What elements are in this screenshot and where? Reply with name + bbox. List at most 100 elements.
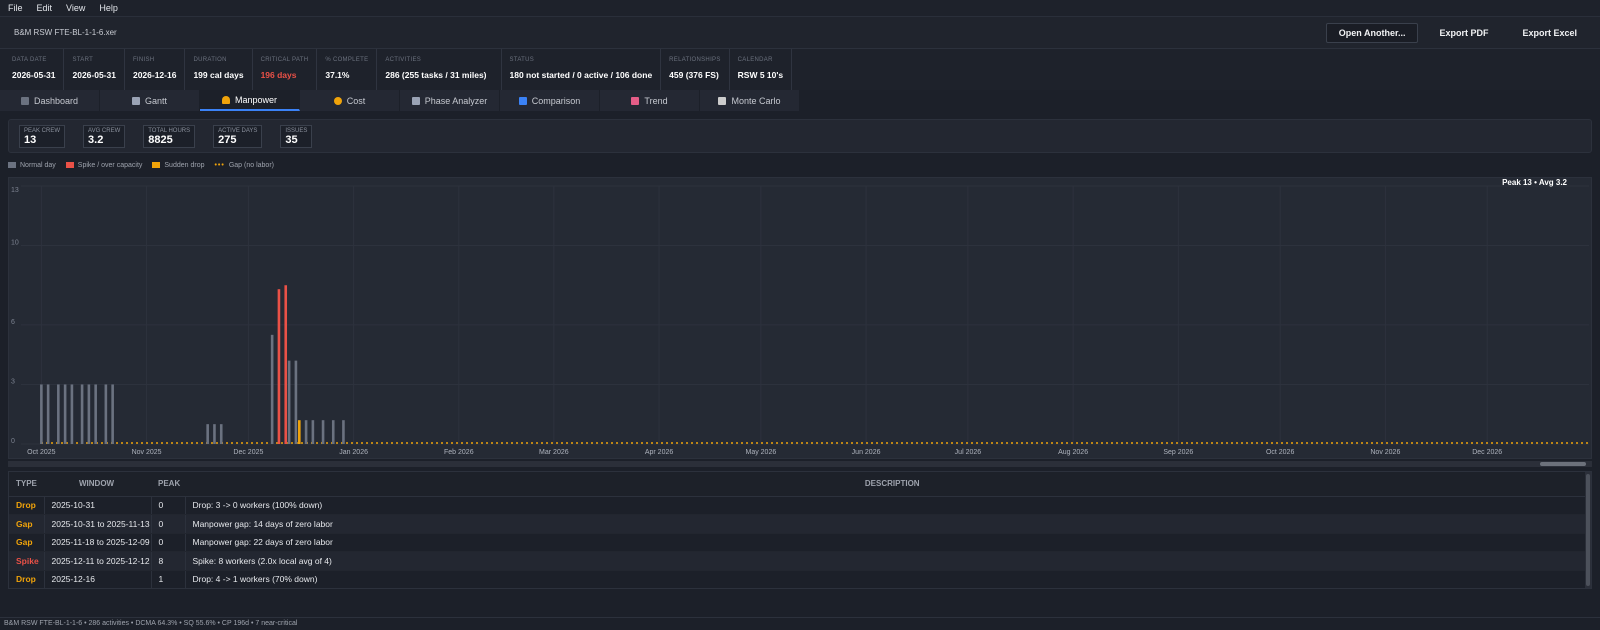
cell-type: Gap <box>9 533 45 552</box>
gantt-icon <box>131 96 140 105</box>
tab-gantt[interactable]: Gantt <box>100 90 200 111</box>
file-header: B&M RSW FTE-BL-1-1-6.xer Open Another...… <box>0 17 1600 49</box>
kpi-issues: ISSUES 35 <box>280 124 313 148</box>
table-scroll-thumb[interactable] <box>1586 474 1590 586</box>
issues-table: TYPE WINDOW PEAK DESCRIPTION Drop 2025-10… <box>8 471 1592 589</box>
chart-bar <box>94 384 97 444</box>
chart-legend: Normal day Spike / over capacity Sudden … <box>0 153 1600 177</box>
tab-manpower[interactable]: Manpower <box>200 90 300 111</box>
cell-type: Gap <box>9 514 45 534</box>
tab-trend[interactable]: Trend <box>600 90 700 111</box>
cell-window: 2025-10-31 <box>44 496 152 515</box>
kpi-active-days: ACTIVE DAYS 275 <box>213 124 263 148</box>
chart-bar <box>70 384 74 444</box>
file-name: B&M RSW FTE-BL-1-1-6.xer <box>14 28 117 37</box>
cell-peak: 1 <box>151 570 186 588</box>
legend-drop: Sudden drop <box>152 162 204 169</box>
tab-phase-analyzer[interactable]: Phase Analyzer <box>400 90 500 111</box>
kpi-peak-crew: PEAK CREW 13 <box>19 124 66 148</box>
x-tick-label: Dec 2025 <box>233 449 263 456</box>
legend-normal-swatch <box>8 161 16 168</box>
cell-window: 2025-12-11 to 2025-12-12 <box>44 551 152 571</box>
table-vertical-scrollbar[interactable] <box>1585 472 1591 588</box>
cell-window: 2025-11-18 to 2025-12-09 <box>44 533 152 552</box>
header-peak[interactable]: PEAK <box>151 472 185 497</box>
chart-horizontal-scrollbar[interactable] <box>8 461 1592 467</box>
table-row[interactable]: Drop 2025-12-16 1 Drop: 4 -> 1 workers (70%… <box>9 570 1591 588</box>
cell-type: Spike <box>9 551 45 571</box>
tab-dashboard[interactable]: Dashboard <box>0 90 100 111</box>
legend-normal: Normal day <box>8 162 56 169</box>
chart-bar <box>294 360 298 444</box>
tab-cost[interactable]: Cost <box>300 90 400 111</box>
legend-drop-swatch <box>152 161 161 168</box>
comparison-icon <box>518 96 527 105</box>
chart-bar <box>80 384 84 444</box>
tab-monte-carlo[interactable]: Monte Carlo <box>700 90 800 111</box>
chart-scroll-thumb[interactable] <box>1540 462 1586 466</box>
cell-description: Manpower gap: 22 days of zero labor <box>185 533 1591 552</box>
money-bag-icon <box>333 96 342 105</box>
legend-spike: Spike / over capacity <box>65 162 142 169</box>
x-tick-label: Nov 2026 <box>1370 449 1400 456</box>
chart-bar <box>87 384 91 444</box>
header-window[interactable]: WINDOW <box>44 472 151 497</box>
chart-bar <box>40 384 43 444</box>
manpower-chart-svg: 0 3 6 10 13 Oct 2025 Nov 2025 Dec 2025 Jan 2026 F… <box>11 185 1589 456</box>
chart-bar <box>342 420 345 444</box>
cell-description: Drop: 3 -> 0 workers (100% down) <box>185 496 1591 515</box>
menu-file[interactable]: File <box>8 3 23 13</box>
chart-bar <box>213 424 216 444</box>
chart-bar <box>277 289 281 444</box>
x-tick-label: Oct 2025 <box>27 449 56 456</box>
menu-view[interactable]: View <box>66 3 86 13</box>
header-description[interactable]: DESCRIPTION <box>185 472 1591 497</box>
x-tick-label: Jan 2026 <box>339 449 368 456</box>
chart-bar <box>111 384 114 444</box>
chart-bar <box>104 384 108 444</box>
x-tick-label: Aug 2026 <box>1058 449 1088 456</box>
info-activities: ACTIVITIES 286 (255 tasks / 31 miles) <box>377 49 502 90</box>
table-row[interactable]: Gap 2025-11-18 to 2025-12-09 0 Manpower gap… <box>9 533 1591 552</box>
x-tick-label: May 2026 <box>746 449 777 456</box>
chart-bar <box>63 384 67 444</box>
table-row[interactable]: Gap 2025-10-31 to 2025-11-13 0 Manpower gap… <box>9 514 1591 534</box>
open-another-button[interactable]: Open Another... <box>1325 22 1419 43</box>
chart-bar <box>206 424 209 444</box>
export-excel-button[interactable]: Export Excel <box>1522 27 1577 38</box>
x-tick-label: Jul 2026 <box>955 449 982 456</box>
kpi-avg-crew: AVG CREW 3.2 <box>83 124 126 148</box>
manpower-chart[interactable]: 0 3 6 10 13 Oct 2025 Nov 2025 Dec 2025 Jan 2026 F… <box>8 177 1592 459</box>
x-tick-label: Apr 2026 <box>645 449 674 456</box>
chart-bar <box>321 420 325 444</box>
info-relationships: RELATIONSHIPS 459 (376 FS) <box>661 49 730 90</box>
x-tick-label: Sep 2026 <box>1163 449 1193 456</box>
header-type[interactable]: TYPE <box>9 472 44 497</box>
export-pdf-button[interactable]: Export PDF <box>1439 27 1489 38</box>
project-info-strip: DATA DATE 2026-05-31 START 2026-05-31 FINI… <box>0 49 1600 90</box>
person-icon <box>221 95 230 104</box>
cell-description: Manpower gap: 14 days of zero labor <box>185 514 1591 534</box>
chart-peak-avg-label: Peak 13 • Avg 3.2 <box>1502 178 1567 187</box>
chart-bar <box>284 285 288 444</box>
menu-help[interactable]: Help <box>99 3 118 13</box>
chart-bar <box>46 384 50 444</box>
menu-edit[interactable]: Edit <box>36 3 53 13</box>
cell-type: Drop <box>9 496 45 515</box>
cell-window: 2025-10-31 to 2025-11-13 <box>44 514 152 534</box>
tab-comparison[interactable]: Comparison <box>500 90 600 111</box>
legend-gap-swatch: ••• <box>214 161 225 169</box>
chart-bar <box>298 420 301 444</box>
table-row[interactable]: Drop 2025-10-31 0 Drop: 3 -> 0 workers (100… <box>9 496 1591 515</box>
info-status: STATUS 180 not started / 0 active / 106 d… <box>502 49 662 90</box>
x-tick-label: Oct 2026 <box>1266 449 1295 456</box>
chart-bar <box>304 420 308 444</box>
cell-peak: 8 <box>151 551 186 571</box>
info-calendar: CALENDAR RSW 5 10's <box>730 49 793 90</box>
chart-bar <box>270 334 274 444</box>
x-tick-label: Jun 2026 <box>852 449 881 456</box>
table-row[interactable]: Spike 2025-12-11 to 2025-12-12 8 Spike: 8 w… <box>9 551 1591 571</box>
y-tick-label: 0 <box>11 438 15 445</box>
info-critical-path: CRITICAL PATH 196 days <box>253 49 318 90</box>
trend-icon <box>631 96 640 105</box>
